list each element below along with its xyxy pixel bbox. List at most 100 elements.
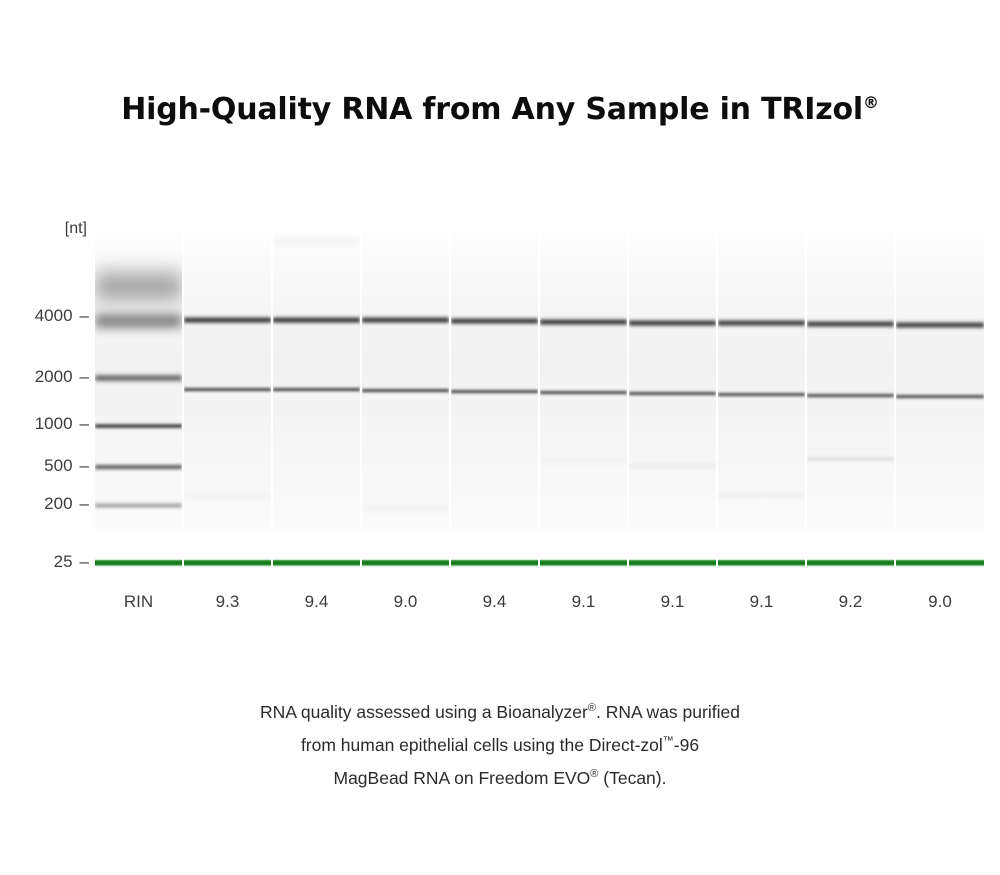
lower-marker-segment-sample-6 xyxy=(629,558,716,568)
y-axis-tick-label: 25 xyxy=(53,552,73,571)
gel-band-28S xyxy=(451,317,538,325)
rin-label-sample-7: 9.1 xyxy=(749,592,774,611)
gel-image xyxy=(95,231,989,531)
lower-marker-line xyxy=(95,558,989,568)
gel-band-faint-low xyxy=(540,458,627,462)
y-axis-tick-200: 200– xyxy=(44,494,89,514)
gel-lane-ladder xyxy=(95,231,182,531)
rin-label-sample-1: 9.3 xyxy=(215,592,240,611)
y-axis-tick-500: 500– xyxy=(44,456,89,476)
registered-trademark-symbol: ® xyxy=(862,93,879,112)
rin-label-sample-2: 9.4 xyxy=(304,592,329,611)
y-axis: [nt] 4000–2000–1000–500–200–25– xyxy=(0,220,95,580)
gel-band-28S xyxy=(362,316,449,324)
gel-lane-sample-5 xyxy=(540,231,627,531)
caption-line-1: RNA quality assessed using a Bioanalyzer… xyxy=(150,694,850,727)
gel-band-200 xyxy=(95,503,182,508)
gel-lane-sample-4 xyxy=(451,231,538,531)
gel-band-18S xyxy=(540,390,627,395)
caption-line-2-a: from human epithelial cells using the Di… xyxy=(300,734,663,755)
gel-band-4000 xyxy=(95,311,182,331)
gel-lane-sample-9 xyxy=(896,231,984,531)
page-title: High-Quality RNA from Any Sample in TRIz… xyxy=(0,92,1000,127)
lower-marker-segment-sample-1 xyxy=(184,558,271,568)
gel-lane-sample-3 xyxy=(362,231,449,531)
y-axis-tick-25: 25– xyxy=(54,552,89,572)
gel-band-18S xyxy=(273,387,360,392)
rin-label-sample-6: 9.1 xyxy=(660,592,685,611)
caption-line-3-b: (Tecan). xyxy=(598,767,667,788)
figure-caption: RNA quality assessed using a Bioanalyzer… xyxy=(150,694,850,792)
gel-band-faint-500 xyxy=(807,457,894,461)
gel-lane-sample-7 xyxy=(718,231,805,531)
lower-marker-segment-ladder xyxy=(95,558,182,568)
page-title-text: High-Quality RNA from Any Sample in TRIz… xyxy=(121,92,863,127)
y-axis-tick-dash-icon: – xyxy=(79,306,89,325)
y-axis-tick-dash-icon: – xyxy=(79,494,89,513)
gel-lane-sample-6 xyxy=(629,231,716,531)
registered-icon-2: ® xyxy=(590,767,599,780)
gel-band-18S xyxy=(629,391,716,396)
gel-band-28S xyxy=(273,316,360,324)
gel-band-faint-top xyxy=(273,239,360,244)
gel-band-28S xyxy=(629,319,716,327)
y-axis-tick-1000: 1000– xyxy=(35,414,89,434)
gel-band-2000 xyxy=(95,374,182,382)
lower-marker-segment-sample-7 xyxy=(718,558,805,568)
gel-band-18S xyxy=(807,393,894,398)
y-axis-tick-4000: 4000– xyxy=(35,306,89,326)
caption-line-3: MagBead RNA on Freedom EVO® (Tecan). xyxy=(150,760,850,793)
lower-marker-segment-sample-4 xyxy=(451,558,538,568)
caption-line-3-a: MagBead RNA on Freedom EVO xyxy=(333,767,591,788)
rin-label-sample-9: 9.0 xyxy=(928,592,952,611)
gel-band-28S xyxy=(540,318,627,326)
gel-band-faint-500 xyxy=(629,464,716,468)
rin-label-sample-5: 9.1 xyxy=(571,592,596,611)
gel-lane-sample-1 xyxy=(184,231,271,531)
caption-line-2: from human epithelial cells using the Di… xyxy=(150,727,850,760)
caption-line-2-b: -96 xyxy=(673,734,700,755)
lower-marker-segment-sample-8 xyxy=(807,558,894,568)
y-axis-tick-2000: 2000– xyxy=(35,367,89,387)
gel-band-18S xyxy=(451,389,538,394)
y-axis-tick-label: 500 xyxy=(44,456,73,475)
gel-band-18S xyxy=(184,387,271,392)
caption-line-1-b: . RNA was purified xyxy=(595,701,740,722)
y-axis-tick-label: 200 xyxy=(44,494,73,513)
y-axis-tick-label: 1000 xyxy=(34,414,73,433)
gel-lane-sample-8 xyxy=(807,231,894,531)
gel-band-faint-low xyxy=(718,493,805,497)
rin-label-sample-3: 9.0 xyxy=(393,592,418,611)
gel-band-18S xyxy=(896,394,984,399)
y-axis-unit-label: [nt] xyxy=(64,220,87,237)
gel-band-28S xyxy=(718,319,805,327)
gel-band-upper-smear xyxy=(95,264,182,308)
rin-label-sample-4: 9.4 xyxy=(482,592,507,611)
trademark-icon: ™ xyxy=(662,734,674,747)
rin-label-row: RIN 9.3 9.4 9.0 9.4 9.1 9.1 9.1 9.2 9.0 xyxy=(0,592,1000,618)
gel-band-1000 xyxy=(95,423,182,429)
y-axis-tick-dash-icon: – xyxy=(79,552,89,571)
lower-marker-segment-sample-9 xyxy=(896,558,984,568)
gel-band-faint-low xyxy=(362,506,449,511)
y-axis-tick-dash-icon: – xyxy=(79,414,89,433)
caption-line-1-a: RNA quality assessed using a Bioanalyzer xyxy=(260,701,588,722)
y-axis-tick-label: 2000 xyxy=(34,367,73,386)
gel-band-faint-low xyxy=(184,493,271,498)
gel-band-28S xyxy=(807,320,894,328)
gel-band-18S xyxy=(718,392,805,397)
gel-band-28S xyxy=(896,321,984,329)
gel-band-18S xyxy=(362,388,449,393)
lower-marker-segment-sample-3 xyxy=(362,558,449,568)
lower-marker-segment-sample-5 xyxy=(540,558,627,568)
gel-band-500 xyxy=(95,464,182,470)
y-axis-tick-dash-icon: – xyxy=(79,367,89,386)
gel-lane-sample-2 xyxy=(273,231,360,531)
rin-label-ladder: RIN xyxy=(123,592,154,611)
lower-marker-segment-sample-2 xyxy=(273,558,360,568)
rin-label-sample-8: 9.2 xyxy=(838,592,863,611)
gel-band-28S xyxy=(184,316,271,324)
y-axis-tick-label: 4000 xyxy=(34,306,73,325)
y-axis-tick-dash-icon: – xyxy=(79,456,89,475)
registered-icon: ® xyxy=(587,702,596,714)
